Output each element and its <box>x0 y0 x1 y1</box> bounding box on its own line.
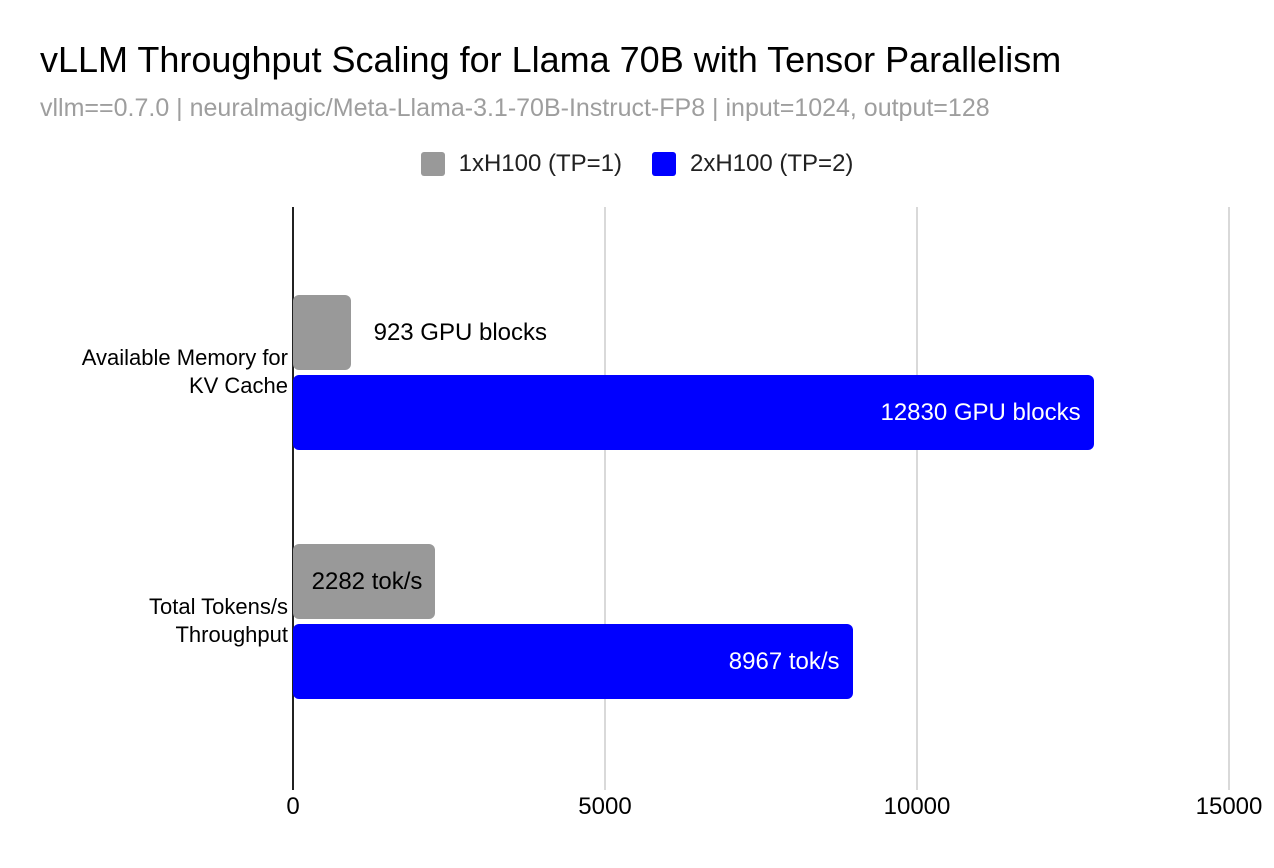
bar-value-label: 2282 tok/s <box>311 567 423 595</box>
bar-series1-row1 <box>293 295 351 370</box>
legend-item-1: 1xH100 (TP=1) <box>420 150 622 178</box>
gridline-10000 <box>916 207 918 790</box>
category-label-line: Available Memory for <box>81 345 288 370</box>
category-label-1: Available Memory for KV Cache <box>82 344 288 400</box>
bar-series1-row2 <box>293 544 436 619</box>
bar-value-label: 12830 GPU blocks <box>880 398 1081 426</box>
bar-series2-row2 <box>293 624 853 699</box>
category-label-line: Total Tokens/s <box>148 594 288 619</box>
legend-label: 2xH100 (TP=2) <box>690 150 854 177</box>
x-axis-tick-label: 0 <box>286 793 300 820</box>
category-label-line: Throughput <box>175 622 288 647</box>
bar-series2-row1 <box>293 375 1094 450</box>
x-axis-tick-label: 10000 <box>883 793 951 820</box>
x-axis-tick-label: 15000 <box>1195 793 1263 820</box>
x-axis-tick-label: 5000 <box>578 793 632 820</box>
legend-item-2: 2xH100 (TP=2) <box>652 150 853 178</box>
legend-swatch-icon <box>652 152 676 176</box>
gridline-5000 <box>604 207 606 790</box>
gridline-15000 <box>1228 207 1230 790</box>
chart-subtitle: vllm==0.7.0 | neuralmagic/Meta-Llama-3.1… <box>40 94 990 122</box>
category-label-2: Total Tokens/s Throughput <box>149 593 288 649</box>
chart-title: vLLM Throughput Scaling for Llama 70B wi… <box>40 39 1062 80</box>
legend-label: 1xH100 (TP=1) <box>458 150 622 177</box>
legend-swatch-icon <box>420 152 445 176</box>
bar-value-label: 923 GPU blocks <box>373 318 548 346</box>
y-axis-line <box>292 207 294 790</box>
category-label-line: KV Cache <box>188 373 288 398</box>
bar-value-label: 8967 tok/s <box>728 647 840 675</box>
legend: 1xH100 (TP=1) 2xH100 (TP=2) <box>0 150 1274 178</box>
